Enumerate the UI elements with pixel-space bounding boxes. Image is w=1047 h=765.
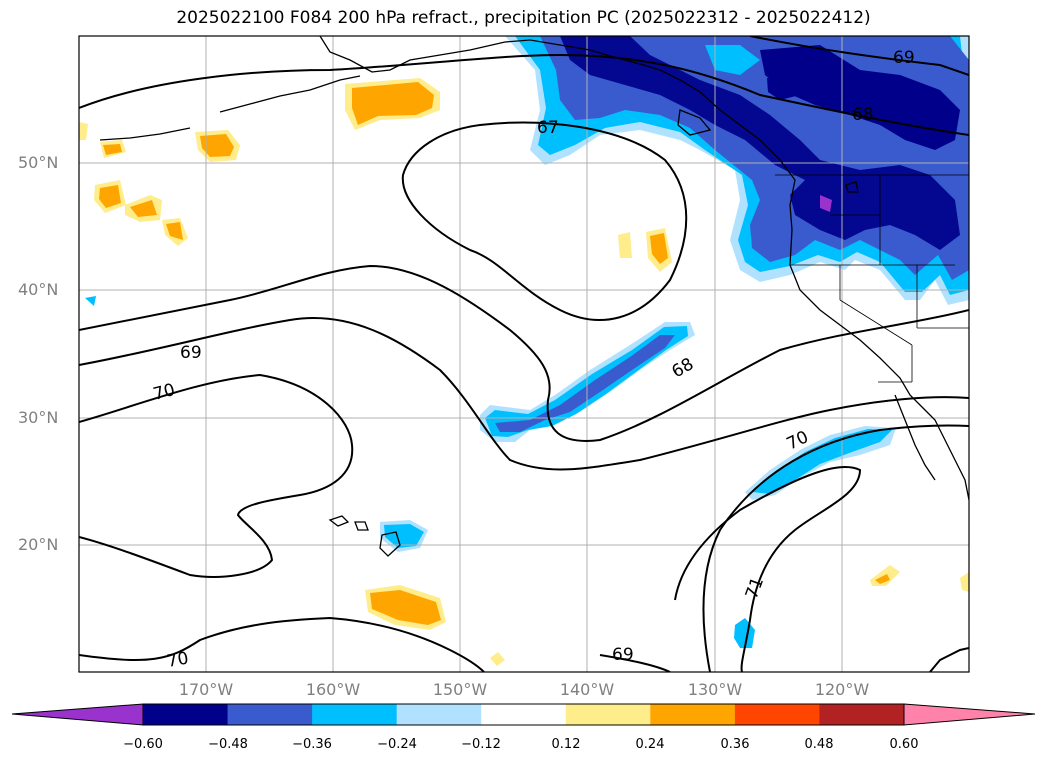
lon-label: 140°W [559, 680, 615, 699]
lon-label: 130°W [687, 680, 743, 699]
colorbar [11, 703, 1036, 726]
lat-label: 20°N [18, 535, 59, 554]
lon-label: 160°W [305, 680, 361, 699]
colorbar-extend-high [903, 703, 1036, 726]
colorbar-bin [734, 704, 820, 725]
contour-label: 67 [537, 118, 559, 138]
colorbar-bin [396, 704, 482, 725]
map-title: 2025022100 F084 200 hPa refract., precip… [176, 8, 871, 28]
precip-positive-blobs [79, 78, 969, 666]
map-frame [78, 35, 970, 673]
lat-label: 40°N [18, 280, 59, 299]
lon-label: 170°W [178, 680, 234, 699]
contour-label: 69 [180, 343, 202, 363]
colorbar-bin [819, 704, 905, 725]
precip-band-south [380, 426, 896, 648]
contour-label: 68 [852, 105, 874, 125]
contour-label: 70 [165, 648, 190, 671]
colorbar-bin [481, 704, 567, 725]
colorbar-tick: −0.60 [123, 737, 163, 752]
colorbar-tick: 0.24 [635, 737, 665, 752]
colorbar-bin [143, 704, 229, 725]
colorbar-extend-low [11, 703, 144, 726]
colorbar-tick: 0.60 [889, 737, 919, 752]
colorbar-bin [650, 704, 736, 725]
colorbar-tick: −0.48 [208, 737, 248, 752]
colorbar-tick: 0.48 [804, 737, 834, 752]
lon-label: 150°W [432, 680, 488, 699]
colorbar-tick: −0.24 [377, 737, 417, 752]
contour-label: 69 [612, 645, 634, 665]
colorbar-bin [312, 704, 398, 725]
refractivity-contours [79, 36, 969, 672]
colorbar-tick: −0.36 [292, 737, 332, 752]
colorbar-tick: 0.12 [551, 737, 581, 752]
colorbar-tick: 0.36 [720, 737, 750, 752]
colorbar-tick: −0.12 [461, 737, 501, 752]
borders [775, 174, 969, 383]
contour-label: 69 [893, 48, 915, 68]
precip-shading [505, 36, 969, 305]
lat-label: 30°N [18, 408, 59, 427]
colorbar-bin [227, 704, 313, 725]
colorbar-bin [565, 704, 651, 725]
coastlines [99, 36, 969, 557]
gridlines [79, 36, 969, 672]
lat-label: 50°N [18, 153, 59, 172]
lon-label: 120°W [814, 680, 870, 699]
map-area [79, 36, 969, 672]
